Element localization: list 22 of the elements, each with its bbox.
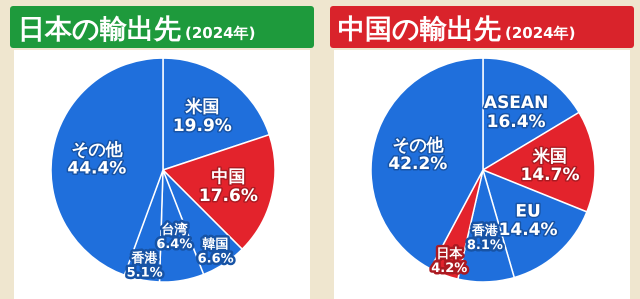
data-label: 14.7%: [520, 165, 580, 186]
slice-label: 米国: [184, 97, 220, 118]
data-label: 14.4%: [498, 220, 558, 240]
chart-title: 中国の輸出先: [338, 14, 501, 45]
chart-subtitle: (2024年): [505, 24, 576, 42]
data-label: 44.4%: [67, 158, 126, 179]
slice-label: 米国: [532, 146, 567, 166]
chart-title: 日本の輸出先: [18, 14, 181, 45]
slice-label: 香港: [470, 222, 499, 239]
slice-label: 韓国: [202, 237, 229, 252]
data-label: 19.9%: [172, 116, 232, 136]
slice-label: ASEAN: [484, 93, 548, 114]
slice-label: その他: [392, 135, 444, 156]
slice-label: 中国: [211, 167, 246, 188]
data-label: 42.2%: [388, 154, 448, 174]
slice-label: その他: [71, 140, 124, 160]
chart-subtitle: (2024年): [185, 24, 256, 42]
data-label: 16.4%: [486, 112, 546, 132]
data-label: 17.6%: [198, 186, 258, 206]
data-label: 8.1%: [466, 238, 503, 253]
slice-label: 香港: [130, 250, 159, 266]
slice-label: EU: [515, 201, 541, 222]
